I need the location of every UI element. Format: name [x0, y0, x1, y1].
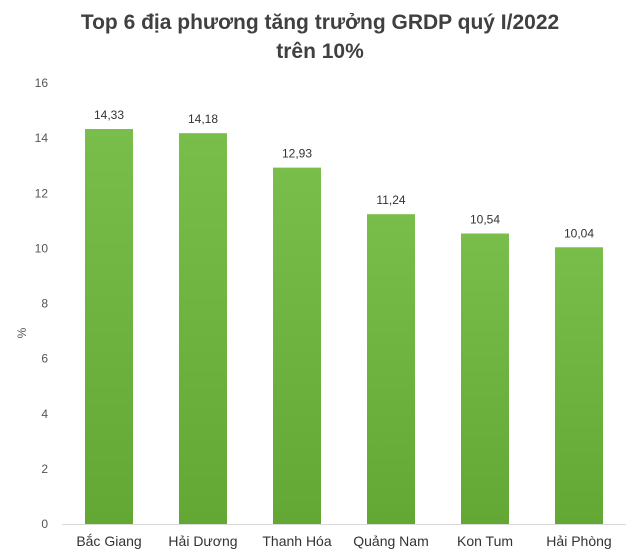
- bar: [273, 167, 321, 524]
- data-label: 10,04: [564, 226, 594, 240]
- y-tick-label: 12: [35, 186, 49, 200]
- data-label: 11,24: [376, 193, 405, 207]
- y-tick-label: 4: [41, 407, 48, 421]
- bar: [85, 129, 133, 525]
- x-tick-label: Quảng Nam: [353, 533, 428, 549]
- y-axis-label: %: [15, 327, 29, 338]
- y-tick-label: 6: [41, 352, 48, 366]
- data-label: 12,93: [282, 147, 312, 161]
- x-tick-label: Hải Dương: [168, 533, 237, 549]
- x-axis: Bắc Giang Hải Dương Thanh Hóa Quảng Nam Kon …: [62, 524, 626, 549]
- bar: [555, 247, 603, 524]
- chart-title-line-1: Top 6 địa phương tăng trưởng GRDP quý I/…: [80, 11, 560, 34]
- data-labels: 14,33 14,18 12,93 11,24 10,54 10,04: [94, 108, 594, 240]
- x-tick-label: Hải Phòng: [546, 533, 611, 549]
- y-tick-label: 8: [41, 297, 48, 311]
- x-tick-label: Thanh Hóa: [262, 533, 331, 549]
- data-label: 14,33: [94, 108, 124, 122]
- y-tick-label: 2: [41, 462, 48, 476]
- y-tick-label: 0: [41, 517, 48, 531]
- bar: [461, 233, 509, 524]
- y-axis: 0 2 4 6 8 10 12 14 16%: [15, 76, 48, 531]
- bar: [367, 214, 415, 524]
- x-tick-label: Bắc Giang: [76, 533, 141, 549]
- chart-title: Top 6 địa phương tăng trưởng GRDP quý I/…: [0, 8, 640, 66]
- y-tick-label: 14: [35, 131, 49, 145]
- chart-title-line-2: trên 10%: [276, 40, 364, 63]
- data-label: 10,54: [470, 212, 500, 226]
- y-tick-label: 16: [35, 76, 49, 90]
- x-tick-label: Kon Tum: [457, 533, 513, 549]
- y-tick-label: 10: [35, 241, 49, 255]
- bar: [179, 133, 227, 524]
- bars: [85, 129, 603, 525]
- data-label: 14,18: [188, 112, 218, 126]
